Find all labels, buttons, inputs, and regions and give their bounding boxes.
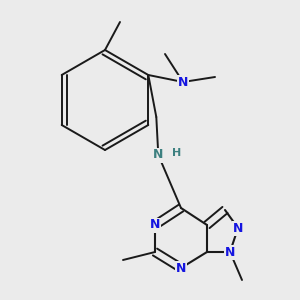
- Text: N: N: [153, 148, 164, 161]
- Text: N: N: [150, 218, 160, 232]
- Text: N: N: [178, 76, 188, 88]
- Text: N: N: [233, 221, 243, 235]
- Text: N: N: [225, 245, 235, 259]
- Text: N: N: [176, 262, 186, 275]
- Text: H: H: [172, 148, 182, 158]
